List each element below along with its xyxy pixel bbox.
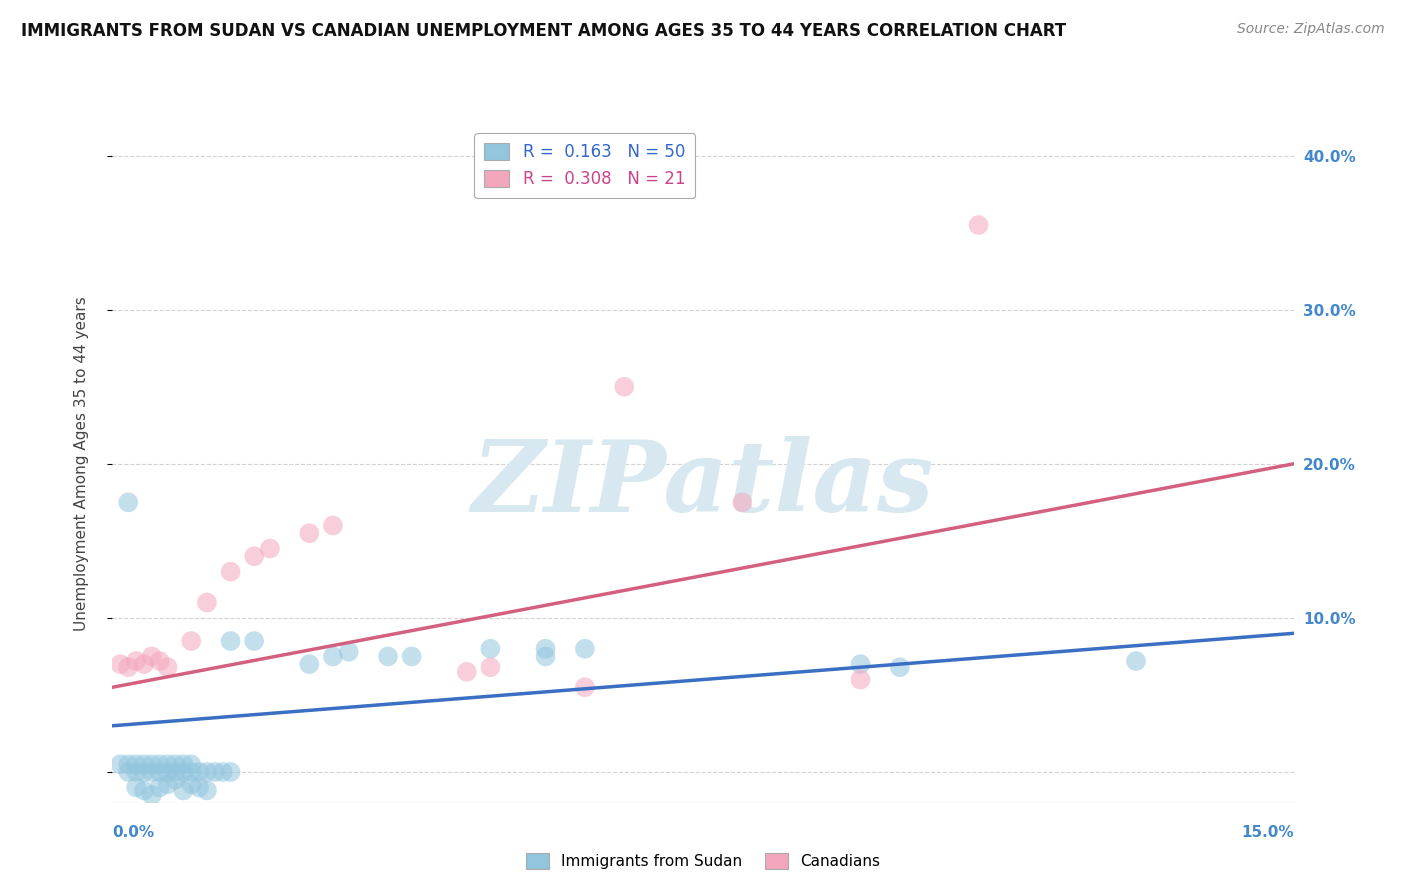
Legend: R =  0.163   N = 50, R =  0.308   N = 21: R = 0.163 N = 50, R = 0.308 N = 21 bbox=[474, 133, 696, 198]
Point bbox=[156, 757, 179, 772]
Point bbox=[149, 764, 172, 779]
Point bbox=[149, 654, 172, 668]
Point bbox=[456, 665, 478, 679]
Point bbox=[172, 783, 194, 797]
Point bbox=[188, 764, 211, 779]
Point bbox=[211, 764, 233, 779]
Text: ZIPatlas: ZIPatlas bbox=[472, 436, 934, 533]
Text: 0.0%: 0.0% bbox=[112, 825, 155, 840]
Point bbox=[195, 595, 218, 609]
Point bbox=[219, 565, 242, 579]
Point bbox=[377, 649, 399, 664]
Point bbox=[156, 660, 179, 674]
Point bbox=[165, 757, 187, 772]
Point bbox=[117, 660, 139, 674]
Point bbox=[967, 218, 990, 232]
Point bbox=[132, 657, 155, 672]
Point bbox=[125, 780, 148, 795]
Text: IMMIGRANTS FROM SUDAN VS CANADIAN UNEMPLOYMENT AMONG AGES 35 TO 44 YEARS CORRELA: IMMIGRANTS FROM SUDAN VS CANADIAN UNEMPL… bbox=[21, 22, 1066, 40]
Point bbox=[219, 764, 242, 779]
Point bbox=[149, 780, 172, 795]
Point bbox=[337, 645, 360, 659]
Point bbox=[298, 657, 321, 672]
Point bbox=[180, 634, 202, 648]
Point bbox=[259, 541, 281, 556]
Point bbox=[243, 634, 266, 648]
Y-axis label: Unemployment Among Ages 35 to 44 years: Unemployment Among Ages 35 to 44 years bbox=[75, 296, 89, 632]
Point bbox=[180, 764, 202, 779]
Point bbox=[172, 757, 194, 772]
Point bbox=[132, 764, 155, 779]
Point bbox=[110, 757, 132, 772]
Point bbox=[117, 757, 139, 772]
Point bbox=[132, 783, 155, 797]
Point bbox=[479, 641, 502, 656]
Point bbox=[117, 495, 139, 509]
Point bbox=[141, 649, 163, 664]
Point bbox=[322, 518, 344, 533]
Point bbox=[165, 772, 187, 787]
Point bbox=[188, 780, 211, 795]
Point bbox=[849, 673, 872, 687]
Point bbox=[534, 649, 557, 664]
Text: 15.0%: 15.0% bbox=[1241, 825, 1294, 840]
Point bbox=[298, 526, 321, 541]
Legend: Immigrants from Sudan, Canadians: Immigrants from Sudan, Canadians bbox=[520, 847, 886, 875]
Point bbox=[165, 764, 187, 779]
Point bbox=[125, 764, 148, 779]
Point bbox=[574, 641, 596, 656]
Point bbox=[141, 788, 163, 802]
Point bbox=[172, 764, 194, 779]
Point bbox=[204, 764, 226, 779]
Point bbox=[149, 757, 172, 772]
Text: Source: ZipAtlas.com: Source: ZipAtlas.com bbox=[1237, 22, 1385, 37]
Point bbox=[849, 657, 872, 672]
Point bbox=[479, 660, 502, 674]
Point bbox=[141, 757, 163, 772]
Point bbox=[534, 641, 557, 656]
Point bbox=[110, 657, 132, 672]
Point bbox=[889, 660, 911, 674]
Point bbox=[141, 764, 163, 779]
Point bbox=[195, 764, 218, 779]
Point bbox=[180, 777, 202, 791]
Point bbox=[243, 549, 266, 564]
Point bbox=[401, 649, 423, 664]
Point bbox=[156, 777, 179, 791]
Point bbox=[195, 783, 218, 797]
Point bbox=[125, 654, 148, 668]
Point bbox=[180, 757, 202, 772]
Point bbox=[731, 495, 754, 509]
Point bbox=[613, 380, 636, 394]
Point bbox=[1125, 654, 1147, 668]
Point bbox=[132, 757, 155, 772]
Point bbox=[219, 634, 242, 648]
Point bbox=[574, 680, 596, 694]
Point bbox=[125, 757, 148, 772]
Point bbox=[322, 649, 344, 664]
Point bbox=[156, 764, 179, 779]
Point bbox=[117, 764, 139, 779]
